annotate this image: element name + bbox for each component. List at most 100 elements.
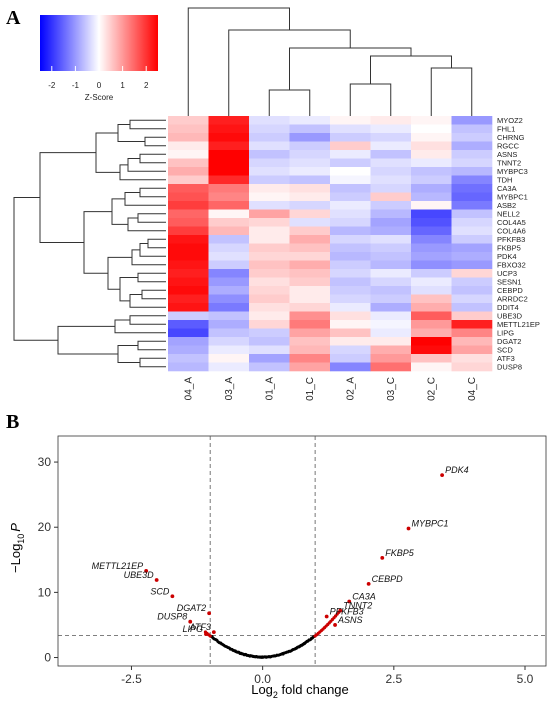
heatmap-cell xyxy=(371,320,412,329)
heatmap-cell xyxy=(168,363,209,372)
heatmap-cell xyxy=(330,303,371,312)
heatmap-cell xyxy=(209,176,250,185)
heatmap-cell xyxy=(209,303,250,312)
heatmap-cell xyxy=(371,286,412,295)
heatmap-cell xyxy=(290,184,331,193)
heatmap-cell xyxy=(168,142,209,151)
heatmap-cell xyxy=(209,269,250,278)
heatmap-cell xyxy=(452,295,493,304)
heatmap-cell xyxy=(168,133,209,142)
heatmap-cell xyxy=(411,244,452,253)
heatmap-cell xyxy=(411,210,452,219)
heatmap-cell xyxy=(290,252,331,261)
sample-label: 01_A xyxy=(264,377,275,401)
heatmap-cell xyxy=(330,320,371,329)
heatmap-cell xyxy=(452,261,493,270)
heatmap-cell xyxy=(209,337,250,346)
heatmap-cell xyxy=(168,252,209,261)
heatmap-cell xyxy=(330,337,371,346)
heatmap-cell xyxy=(168,295,209,304)
heatmap-cell xyxy=(371,295,412,304)
heatmap-cell xyxy=(330,244,371,253)
heatmap-cell xyxy=(209,286,250,295)
heatmap-cell xyxy=(371,150,412,159)
heatmap-cell xyxy=(290,142,331,151)
heatmap-cell xyxy=(290,201,331,210)
heatmap-cell xyxy=(371,261,412,270)
heatmap-cell xyxy=(290,320,331,329)
heatmap-cell xyxy=(249,184,290,193)
heatmap-cell xyxy=(168,235,209,244)
heatmap-cell xyxy=(209,278,250,287)
sample-label: 04_A xyxy=(183,377,194,401)
heatmap-cell xyxy=(411,193,452,202)
heatmap-cell xyxy=(411,133,452,142)
heatmap-cell xyxy=(371,244,412,253)
heatmap-cell xyxy=(452,303,493,312)
heatmap-cell xyxy=(290,346,331,355)
gene-point-label: UBE3D xyxy=(124,570,155,580)
heatmap-cell xyxy=(249,142,290,151)
heatmap-cell xyxy=(168,261,209,270)
heatmap-cell xyxy=(168,159,209,168)
heatmap-cell xyxy=(290,210,331,219)
heatmap-cell xyxy=(249,337,290,346)
heatmap-cell xyxy=(168,218,209,227)
heatmap-cell xyxy=(411,354,452,363)
heatmap-cell xyxy=(168,210,209,219)
heatmap-cell xyxy=(209,142,250,151)
heatmap-cell xyxy=(452,286,493,295)
heatmap-cell xyxy=(290,125,331,134)
heatmap-cell xyxy=(371,303,412,312)
heatmap-cell xyxy=(452,354,493,363)
heatmap-cell xyxy=(411,337,452,346)
heatmap-cell xyxy=(168,278,209,287)
heatmap-cell xyxy=(452,244,493,253)
plot-frame xyxy=(58,436,546,666)
heatmap-cell xyxy=(249,159,290,168)
point-pfkfb3 xyxy=(325,615,329,619)
heatmap-cell xyxy=(371,133,412,142)
heatmap-cell xyxy=(371,269,412,278)
heatmap-cell xyxy=(249,303,290,312)
volcano-plot: -2.5 0.0 2.5 5.0 0 10 20 30 PDK4 MYBPC1 FKBP5 CEBP… xyxy=(8,436,546,700)
heatmap-cell xyxy=(411,269,452,278)
heatmap-cell xyxy=(330,295,371,304)
heatmap-cell xyxy=(209,235,250,244)
heatmap-cell xyxy=(371,312,412,321)
heatmap-cell xyxy=(330,210,371,219)
heatmap-cell xyxy=(330,227,371,236)
gene-point-label: MYBPC1 xyxy=(412,519,449,529)
heatmap-cell xyxy=(249,176,290,185)
heatmap-cell xyxy=(371,201,412,210)
heatmap-cell xyxy=(411,261,452,270)
heatmap-cell xyxy=(452,227,493,236)
heatmap-cell xyxy=(249,235,290,244)
panel-a-letter: A xyxy=(6,7,21,29)
heatmap-cell xyxy=(371,125,412,134)
heatmap-cell xyxy=(290,303,331,312)
heatmap-cell xyxy=(290,286,331,295)
heatmap-cell xyxy=(330,150,371,159)
x-tick-label: -2.5 xyxy=(121,672,142,686)
gene-point-label: FKBP5 xyxy=(385,548,415,558)
zscore-colorbar: -2 -1 0 1 2 Z-Score xyxy=(40,15,158,102)
heatmap-cell xyxy=(168,320,209,329)
point-cebpd xyxy=(367,582,371,586)
heatmap-cell xyxy=(330,235,371,244)
heatmap-cell xyxy=(411,116,452,125)
heatmap-cell xyxy=(249,354,290,363)
heatmap-cell xyxy=(209,133,250,142)
heatmap-cell xyxy=(452,125,493,134)
heatmap-cell xyxy=(290,337,331,346)
gene-point-label: ASNS xyxy=(337,615,363,625)
heatmap-cell xyxy=(452,167,493,176)
heatmap-cell xyxy=(330,312,371,321)
heatmap-cell xyxy=(168,150,209,159)
heatmap-cell xyxy=(290,193,331,202)
heatmap-cell xyxy=(290,261,331,270)
row-dendrogram xyxy=(14,120,166,367)
heatmap-cell xyxy=(411,320,452,329)
heatmap-cell xyxy=(249,133,290,142)
